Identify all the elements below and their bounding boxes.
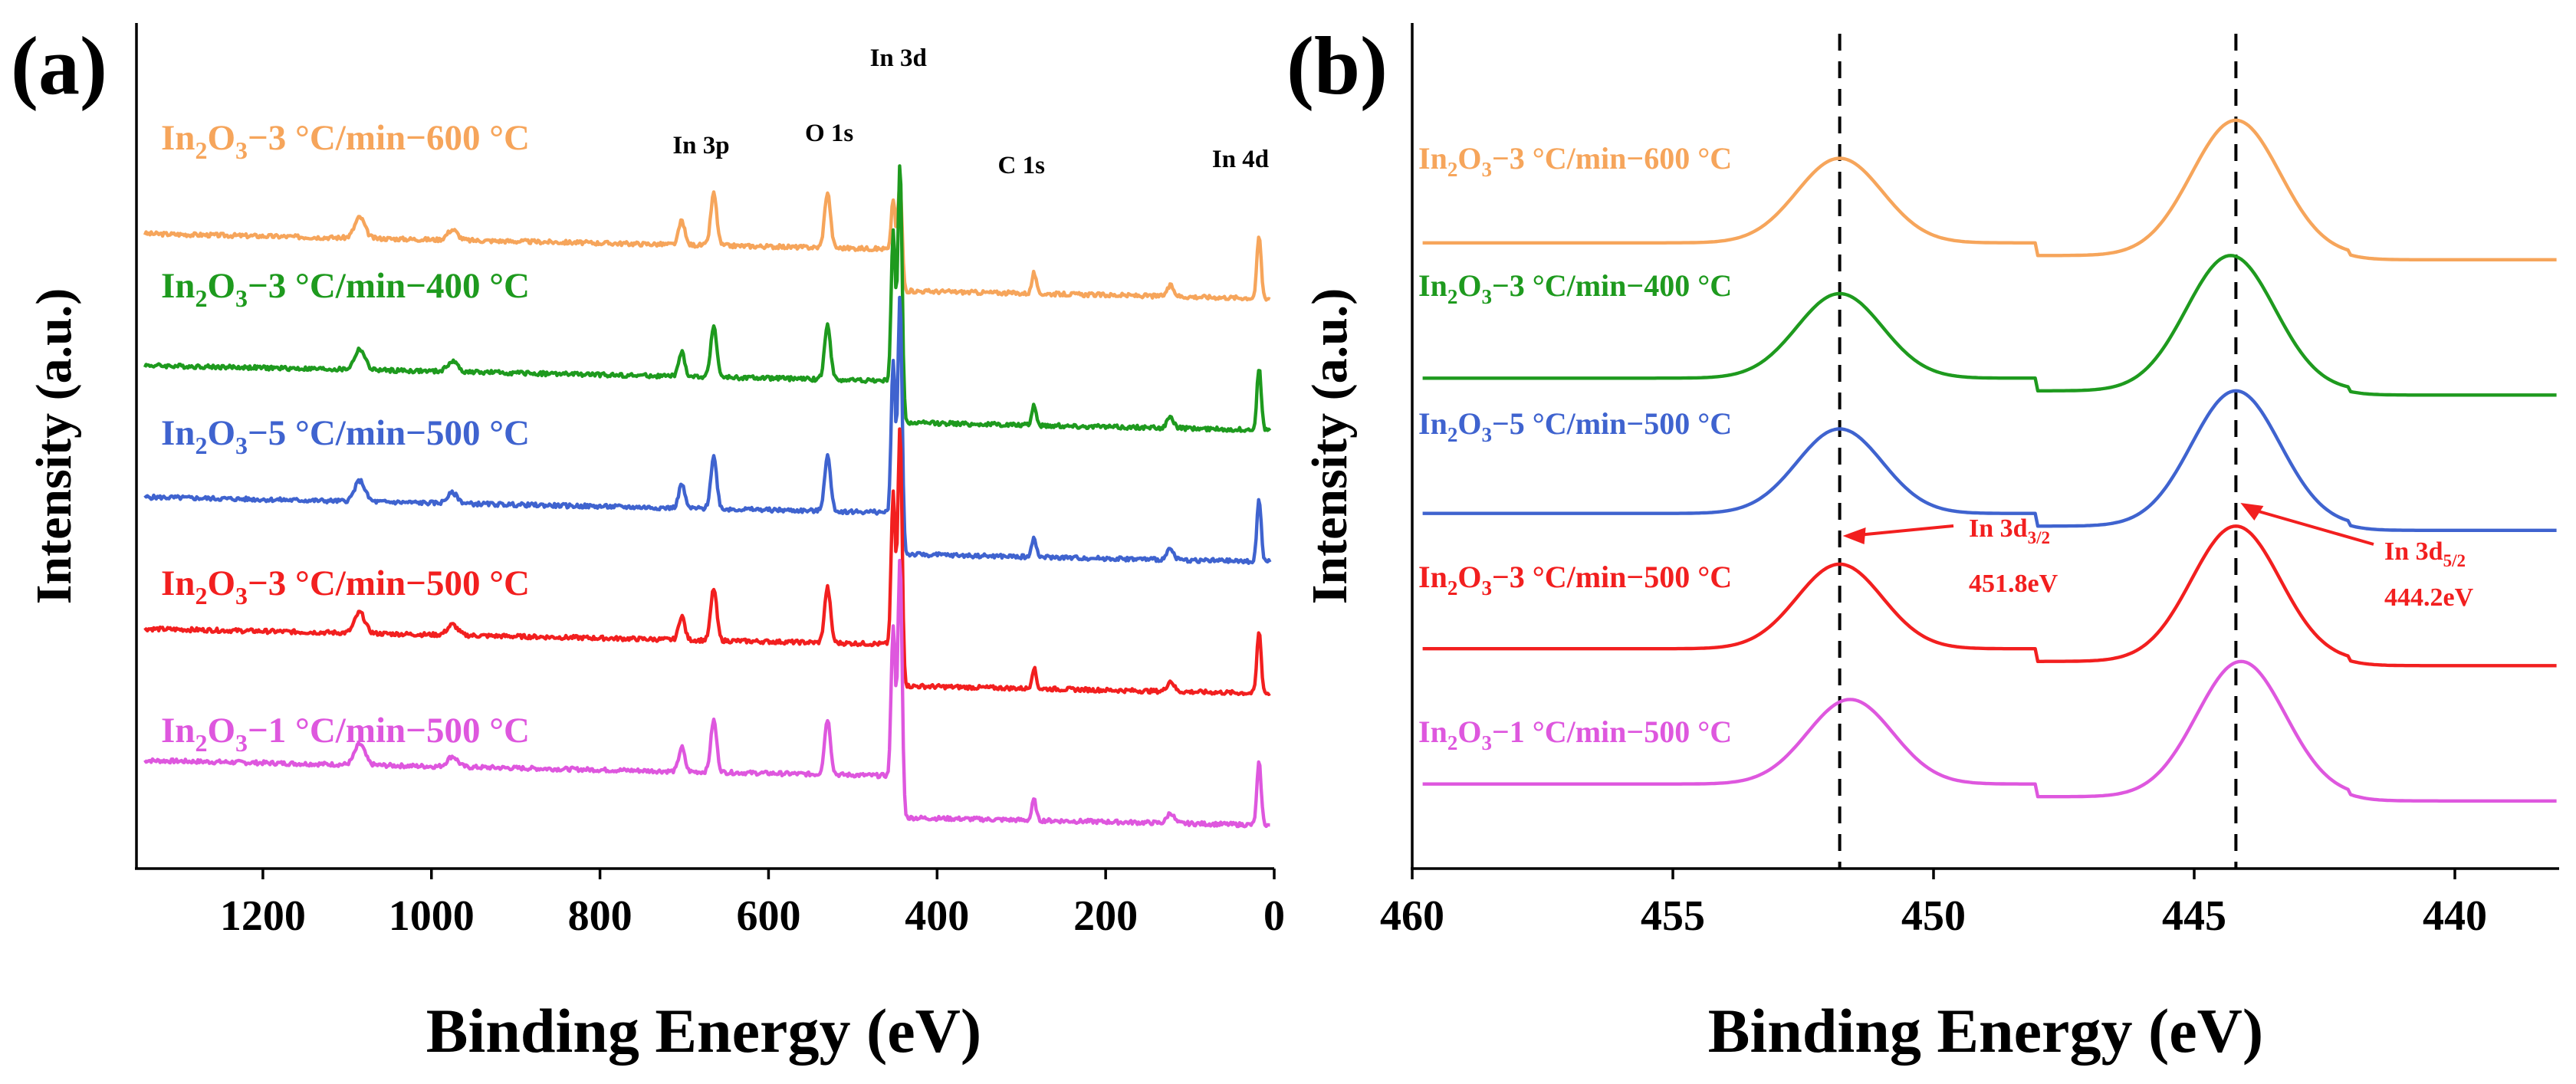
- panel-b-reference-lines: [1838, 34, 2238, 869]
- panel-b-arrow-3d32: [1858, 524, 1954, 537]
- panel-b-x-label: Binding Energy (eV): [1708, 996, 2263, 1066]
- panel-a-series-line: [143, 295, 1272, 565]
- panel-b-x-ticks: 460 455 450 445 440: [1380, 869, 2487, 940]
- panel-a-x-tick-label: 800: [568, 892, 632, 940]
- panel-a-peak-label: C 1s: [998, 152, 1046, 179]
- panel-a-x-tick-label: 1000: [389, 892, 475, 940]
- panel-b-series-label: In2O3−3 °C/min−600 °C: [1418, 141, 1732, 181]
- panel-b-arrowhead-3d32: [1842, 527, 1866, 544]
- panel-b-series-label: In2O3−1 °C/min−500 °C: [1418, 714, 1732, 754]
- panel-a-series-line: [143, 558, 1271, 829]
- panel-b-series-line: [1422, 659, 2557, 803]
- panel-b-series-line: [1422, 389, 2557, 532]
- panel-a-peak-label: In 4d: [1212, 146, 1269, 173]
- panel-a-x-tick-label: 200: [1073, 892, 1138, 940]
- panel-a-x-tick-label: 1200: [220, 892, 306, 940]
- panel-a-peak-label: In 3p: [672, 132, 729, 159]
- panel-a-y-label: Intensity (a.u.): [26, 288, 82, 605]
- panel-b-series-label: In2O3−3 °C/min−500 °C: [1418, 560, 1732, 599]
- panel-b-peak-value: 444.2eV: [2384, 583, 2474, 612]
- panel-b-plot: 460 455 450 445 440 In 3d3/2 451.8eV In 3d5/2 4…: [1380, 23, 2559, 940]
- panel-b-series-line: [1422, 254, 2557, 397]
- panel-a-peak-label: O 1s: [805, 120, 853, 147]
- panel-b-peak-value: 451.8eV: [1969, 570, 2058, 598]
- panel-a: (a) 1200 1000 800 600 400 200 0 In 3p O 1s In 3d…: [11, 21, 1285, 1066]
- panel-a-x-ticks: 1200 1000 800 600 400 200 0: [220, 869, 1285, 940]
- panel-b-curves: [1422, 118, 2557, 803]
- panel-a-peak-labels: In 3p O 1s In 3d C 1s In 4d: [672, 44, 1269, 179]
- panel-a-x-label: Binding Energy (eV): [426, 996, 981, 1066]
- panel-a-label: (a): [11, 21, 107, 112]
- panel-a-series-label: In2O3−3 °C/min−500 °C: [161, 563, 530, 609]
- panel-b-series-line: [1422, 524, 2557, 668]
- panel-b-x-tick-label: 450: [1901, 892, 1966, 940]
- panel-a-series-label: In2O3−1 °C/min−500 °C: [161, 711, 530, 757]
- panel-b-arrowhead-3d52: [2240, 503, 2264, 521]
- panel-a-series-label: In2O3−5 °C/min−500 °C: [161, 413, 530, 459]
- panel-a-x-tick-label: 600: [736, 892, 800, 940]
- panel-a-series-label: In2O3−3 °C/min−400 °C: [161, 266, 530, 312]
- panel-b-series-line: [1422, 118, 2557, 261]
- panel-b-label: (b): [1286, 21, 1388, 112]
- panel-b-y-label: Intensity (a.u.): [1302, 288, 1358, 605]
- panel-b-peak-label: In 3d5/2: [2384, 537, 2466, 570]
- panel-a-series-label: In2O3−3 °C/min−600 °C: [161, 118, 530, 164]
- panel-b-arrow-3d52: [2255, 509, 2374, 546]
- panel-b-x-tick-label: 445: [2162, 892, 2226, 940]
- panel-b-x-tick-label: 460: [1380, 892, 1444, 940]
- panel-b-series-label: In2O3−3 °C/min−400 °C: [1418, 268, 1732, 308]
- panel-a-x-tick-label: 400: [905, 892, 969, 940]
- panel-b-x-tick-label: 455: [1641, 892, 1705, 940]
- panel-a-peak-label: In 3d: [870, 44, 927, 72]
- panel-a-curves: [143, 164, 1272, 829]
- panel-a-series-line: [143, 180, 1271, 302]
- panel-a-series-line: [143, 427, 1271, 697]
- panel-a-series-line: [143, 164, 1272, 433]
- panel-b-x-tick-label: 440: [2423, 892, 2487, 940]
- panel-a-plot: 1200 1000 800 600 400 200 0 In 3p O 1s In 3d C 1s…: [135, 23, 1285, 940]
- panel-a-series-labels: In2O3−3 °C/min−600 °C In2O3−3 °C/min−400 …: [161, 118, 530, 757]
- panel-b-series-labels: In2O3−3 °C/min−600 °C In2O3−3 °C/min−400 …: [1418, 141, 1732, 754]
- panel-a-x-tick-label: 0: [1263, 892, 1285, 940]
- panel-b-peak-labels: In 3d3/2 451.8eV In 3d5/2 444.2eV: [1842, 503, 2474, 612]
- panel-b-series-label: In2O3−5 °C/min−500 °C: [1418, 406, 1732, 446]
- panel-b-peak-label: In 3d3/2: [1969, 514, 2050, 547]
